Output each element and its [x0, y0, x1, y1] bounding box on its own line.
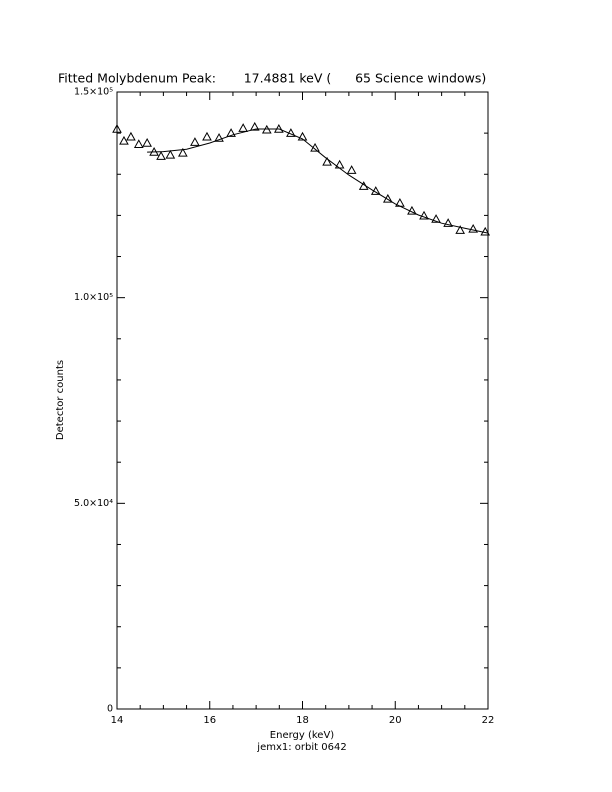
data-point [346, 165, 357, 174]
data-point [370, 186, 381, 195]
data-point [126, 131, 136, 141]
data-point [142, 137, 152, 147]
x-axis-label: Energy (keV) [270, 730, 335, 741]
subtitle: jemx1: orbit 0642 [256, 742, 346, 753]
data-point [226, 128, 236, 137]
x-tick-label: 20 [389, 715, 402, 726]
data-point [334, 159, 345, 169]
fit-curve [147, 128, 489, 234]
data-point [297, 131, 308, 141]
data-point [156, 151, 166, 160]
chart-title: Fitted Molybdenum Peak: 17.4881 keV ( 65… [58, 71, 486, 86]
y-tick-label: 0 [107, 704, 113, 715]
data-point [202, 131, 212, 141]
data-point [165, 149, 176, 159]
data-point [238, 123, 248, 132]
data-point [431, 214, 441, 223]
data-point [214, 133, 224, 142]
data-point [261, 124, 272, 134]
data-point [382, 193, 393, 203]
data-point [358, 181, 369, 190]
data-point [112, 123, 122, 133]
data-point [455, 225, 466, 234]
x-tick-label: 22 [482, 715, 495, 726]
data-point [273, 123, 284, 133]
data-point [395, 198, 405, 207]
data-point [133, 139, 144, 148]
data-point [468, 223, 479, 233]
data-point [443, 218, 453, 227]
y-axis-label: Detector counts [55, 360, 66, 440]
data-point [286, 128, 296, 137]
data-point [407, 205, 417, 215]
data-point [419, 210, 429, 220]
data-point [310, 142, 320, 152]
x-tick-label: 14 [111, 715, 124, 726]
x-tick-label: 18 [296, 715, 309, 726]
data-point [480, 226, 491, 236]
x-tick-label: 16 [203, 715, 216, 726]
data-point [149, 147, 159, 156]
data-point [190, 137, 200, 146]
data-point [249, 121, 260, 131]
y-tick-label: 1.0×10⁵ [74, 292, 113, 303]
y-tick-label: 5.0×10⁴ [74, 498, 113, 509]
data-point [322, 156, 332, 166]
y-tick-label: 1.5×10⁵ [74, 87, 113, 98]
data-point [178, 147, 188, 157]
data-point [119, 135, 129, 145]
